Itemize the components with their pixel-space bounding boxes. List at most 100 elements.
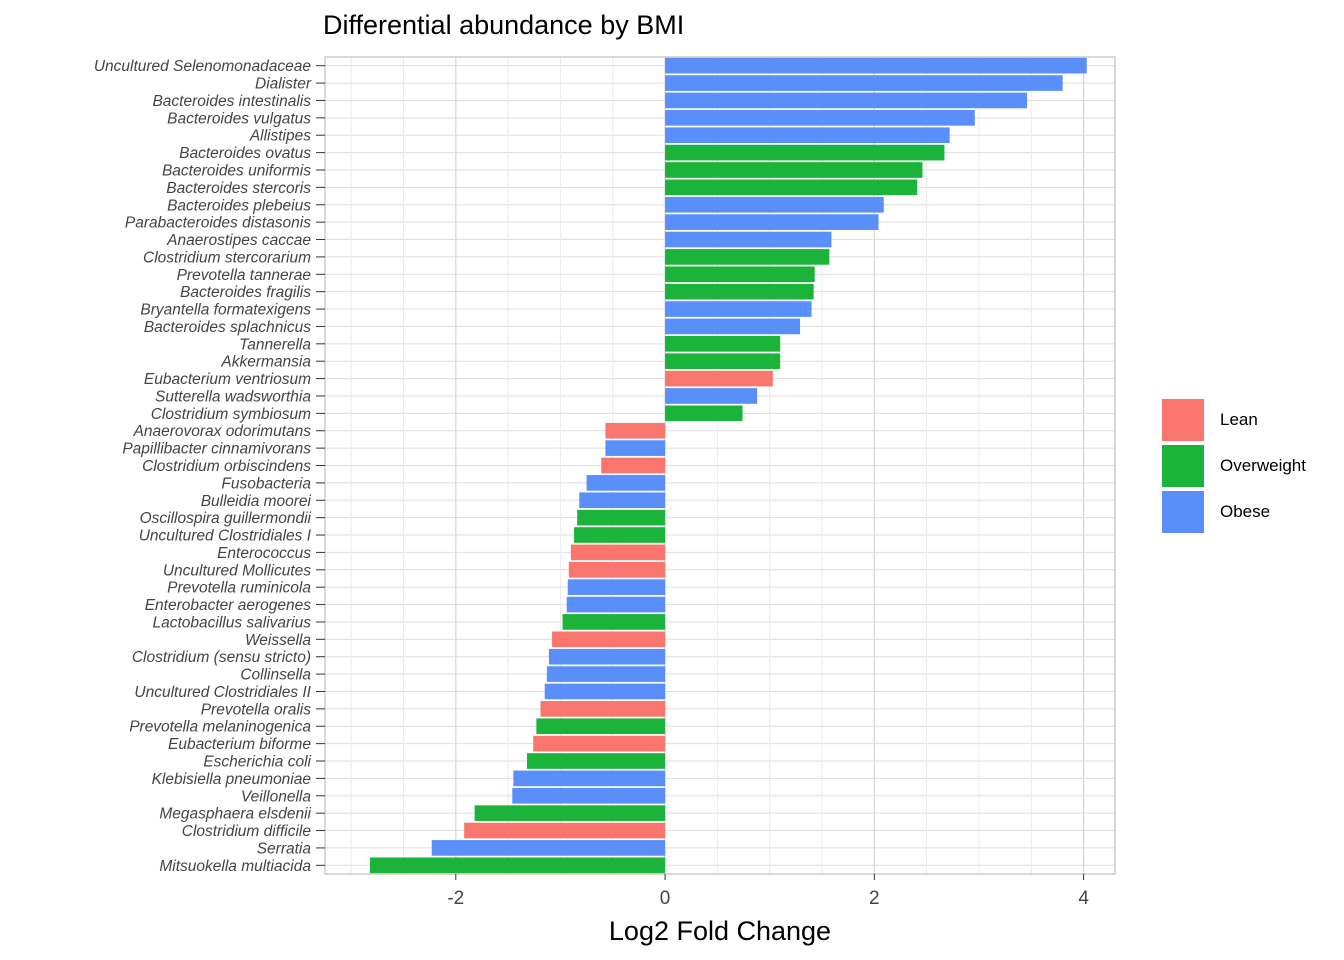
category-label: Uncultured Selenomonadaceae bbox=[94, 58, 312, 75]
bar bbox=[577, 509, 666, 526]
bar bbox=[665, 196, 884, 213]
category-label: Eubacterium ventriosum bbox=[144, 371, 311, 388]
category-label: Bacteroides vulgatus bbox=[167, 110, 311, 127]
category-label: Prevotella melaninogenica bbox=[129, 719, 311, 736]
bar bbox=[574, 527, 666, 543]
bar bbox=[431, 840, 666, 856]
category-label: Mitsuokella multiacida bbox=[159, 858, 311, 875]
bar bbox=[548, 648, 666, 665]
bar bbox=[665, 388, 758, 404]
bar bbox=[544, 683, 666, 700]
bar bbox=[665, 110, 975, 126]
category-label: Clostridium symbiosum bbox=[151, 406, 311, 423]
category-label: Bacteroides plebeius bbox=[167, 197, 311, 214]
bar bbox=[570, 544, 666, 561]
category-label: Weissella bbox=[245, 632, 311, 649]
category-label: Lactobacillus salivarius bbox=[152, 614, 311, 631]
bar bbox=[533, 735, 666, 752]
bar bbox=[665, 405, 743, 422]
category-label: Akkermansia bbox=[220, 354, 311, 371]
bar bbox=[665, 335, 781, 352]
bar bbox=[665, 144, 945, 161]
category-label: Eubacterium biforme bbox=[168, 736, 311, 753]
bar bbox=[665, 75, 1063, 91]
category-label: Bacteroides fragilis bbox=[180, 284, 311, 301]
category-label: Bulleidia moorei bbox=[201, 493, 312, 510]
category-label: Oscillospira guillermondii bbox=[140, 510, 312, 527]
legend-label: Obese bbox=[1220, 502, 1270, 521]
bar bbox=[665, 301, 812, 317]
category-label: Anaerostipes caccae bbox=[166, 232, 311, 249]
category-label: Klebisiella pneumoniae bbox=[152, 771, 312, 788]
bar bbox=[665, 318, 801, 335]
category-label: Veillonella bbox=[241, 788, 311, 805]
bar bbox=[605, 440, 666, 456]
bar bbox=[601, 457, 666, 474]
legend: Lean Overweight Obese bbox=[1162, 399, 1306, 533]
category-label: Tannerella bbox=[239, 336, 311, 353]
bar bbox=[567, 579, 666, 596]
x-tick-label: 0 bbox=[660, 888, 671, 909]
bar bbox=[586, 475, 666, 491]
bar bbox=[665, 283, 814, 300]
bar bbox=[665, 266, 815, 283]
category-label: Collinsella bbox=[240, 667, 311, 684]
category-label: Prevotella oralis bbox=[201, 701, 312, 718]
bar bbox=[562, 614, 666, 630]
x-tick-label: -2 bbox=[447, 888, 464, 909]
category-label: Papillibacter cinnamivorans bbox=[122, 441, 311, 458]
category-label: Bacteroides intestinalis bbox=[152, 93, 311, 110]
x-axis-title: Log2 Fold Change bbox=[609, 916, 831, 946]
category-label: Prevotella tannerae bbox=[177, 267, 312, 284]
x-axis-ticks: -2 0 2 4 bbox=[447, 874, 1089, 909]
chart-title: Differential abundance by BMI bbox=[323, 10, 684, 40]
bar bbox=[369, 857, 666, 874]
bar bbox=[665, 370, 773, 387]
category-label: Clostridium stercorarium bbox=[143, 249, 311, 266]
bar bbox=[605, 422, 666, 439]
bar bbox=[568, 561, 666, 578]
legend-label: Overweight bbox=[1220, 456, 1306, 475]
bar bbox=[474, 805, 666, 821]
bar bbox=[546, 666, 666, 682]
category-label: Allistipes bbox=[249, 128, 311, 145]
bar bbox=[665, 179, 918, 196]
bar bbox=[665, 57, 1087, 74]
bar bbox=[526, 753, 666, 769]
bar bbox=[540, 701, 666, 717]
bar bbox=[665, 353, 781, 370]
category-label: Enterococcus bbox=[217, 545, 311, 562]
category-label: Uncultured Mollicutes bbox=[163, 562, 311, 579]
category-label: Serratia bbox=[257, 840, 312, 857]
legend-key bbox=[1162, 445, 1204, 487]
bar bbox=[665, 127, 950, 144]
category-label: Megasphaera elsdenii bbox=[159, 806, 311, 823]
category-label: Uncultured Clostridiales I bbox=[139, 528, 312, 545]
category-label: Bacteroides splachnicus bbox=[144, 319, 311, 336]
category-label: Clostridium orbiscindens bbox=[142, 458, 311, 475]
bar bbox=[579, 492, 666, 509]
category-label: Fusobacteria bbox=[221, 475, 311, 492]
category-label: Sutterella wadsworthia bbox=[155, 388, 311, 405]
category-label: Uncultured Clostridiales II bbox=[134, 684, 311, 701]
bars bbox=[369, 57, 1087, 874]
bar bbox=[665, 162, 923, 178]
category-label: Bacteroides uniformis bbox=[162, 162, 311, 179]
bar bbox=[665, 231, 832, 248]
bar bbox=[536, 718, 666, 735]
legend-label: Lean bbox=[1220, 410, 1258, 429]
legend-key bbox=[1162, 491, 1204, 533]
bar bbox=[513, 770, 666, 787]
bar bbox=[512, 787, 666, 804]
category-labels: Uncultured SelenomonadaceaeDialisterBact… bbox=[94, 58, 325, 875]
x-tick-label: 2 bbox=[869, 888, 880, 909]
bar bbox=[552, 631, 666, 648]
bar bbox=[665, 92, 1028, 109]
category-label: Anaerovorax odorimutans bbox=[133, 423, 312, 440]
category-label: Clostridium (sensu stricto) bbox=[132, 649, 311, 666]
category-label: Dialister bbox=[255, 76, 312, 93]
bar bbox=[566, 596, 666, 613]
category-label: Parabacteroides distasonis bbox=[125, 215, 311, 232]
bar bbox=[665, 214, 879, 230]
